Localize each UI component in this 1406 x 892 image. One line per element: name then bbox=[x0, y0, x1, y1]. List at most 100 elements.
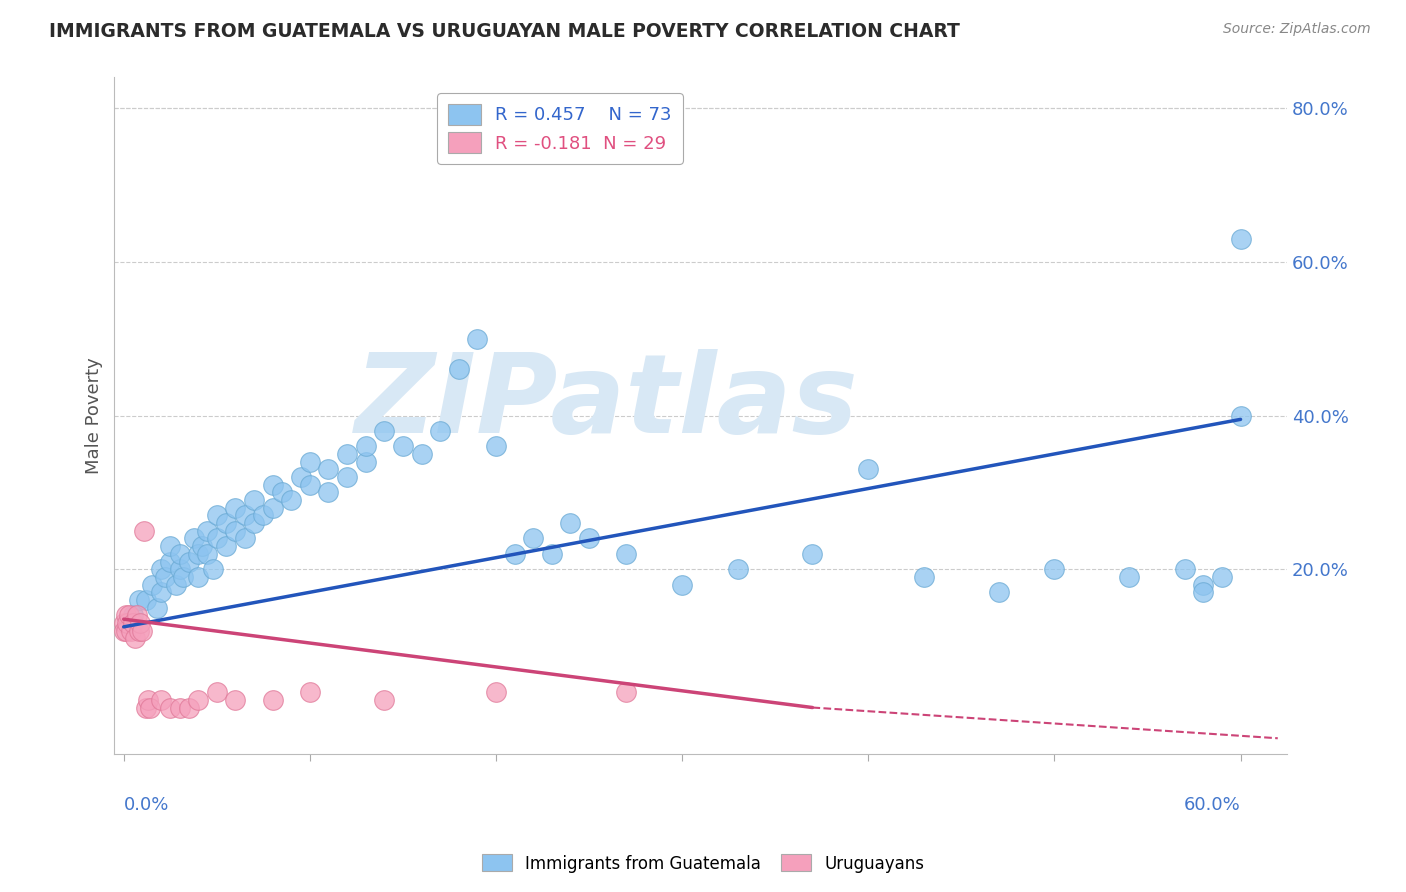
Point bbox=[159, 700, 181, 714]
Point bbox=[233, 508, 256, 523]
Point bbox=[1192, 577, 1215, 591]
Point bbox=[298, 477, 321, 491]
Point bbox=[262, 500, 284, 515]
Text: 0.0%: 0.0% bbox=[124, 796, 169, 814]
Point bbox=[485, 685, 508, 699]
Point bbox=[1229, 409, 1251, 423]
Point bbox=[134, 524, 156, 538]
Point bbox=[135, 593, 157, 607]
Point bbox=[1211, 570, 1233, 584]
Point bbox=[205, 532, 228, 546]
Point bbox=[129, 615, 152, 630]
Point bbox=[298, 455, 321, 469]
Point bbox=[128, 624, 150, 638]
Point bbox=[290, 470, 312, 484]
Point bbox=[1118, 570, 1140, 584]
Point bbox=[987, 585, 1010, 599]
Point bbox=[197, 524, 219, 538]
Point bbox=[243, 516, 266, 530]
Point bbox=[336, 470, 359, 484]
Point bbox=[447, 362, 470, 376]
Point bbox=[120, 624, 142, 638]
Point bbox=[280, 493, 302, 508]
Point bbox=[202, 562, 225, 576]
Point bbox=[252, 508, 274, 523]
Point bbox=[197, 547, 219, 561]
Point bbox=[149, 693, 172, 707]
Point bbox=[540, 547, 562, 561]
Point bbox=[224, 693, 246, 707]
Point bbox=[122, 615, 145, 630]
Point bbox=[169, 562, 191, 576]
Point bbox=[172, 570, 194, 584]
Point bbox=[146, 600, 169, 615]
Point bbox=[135, 700, 157, 714]
Point bbox=[262, 477, 284, 491]
Text: IMMIGRANTS FROM GUATEMALA VS URUGUAYAN MALE POVERTY CORRELATION CHART: IMMIGRANTS FROM GUATEMALA VS URUGUAYAN M… bbox=[49, 22, 960, 41]
Point bbox=[224, 524, 246, 538]
Point bbox=[318, 462, 340, 476]
Point bbox=[522, 532, 544, 546]
Point bbox=[112, 624, 135, 638]
Y-axis label: Male Poverty: Male Poverty bbox=[86, 357, 103, 474]
Point bbox=[131, 624, 153, 638]
Text: Source: ZipAtlas.com: Source: ZipAtlas.com bbox=[1223, 22, 1371, 37]
Point bbox=[336, 447, 359, 461]
Point bbox=[318, 485, 340, 500]
Point bbox=[128, 593, 150, 607]
Point bbox=[114, 624, 136, 638]
Point bbox=[614, 685, 637, 699]
Point bbox=[373, 693, 395, 707]
Point bbox=[112, 615, 135, 630]
Point bbox=[159, 555, 181, 569]
Point bbox=[187, 547, 209, 561]
Legend: Immigrants from Guatemala, Uruguayans: Immigrants from Guatemala, Uruguayans bbox=[475, 847, 931, 880]
Legend: R = 0.457    N = 73, R = -0.181  N = 29: R = 0.457 N = 73, R = -0.181 N = 29 bbox=[437, 94, 682, 164]
Point bbox=[122, 608, 145, 623]
Point bbox=[1174, 562, 1197, 576]
Point bbox=[114, 608, 136, 623]
Point bbox=[858, 462, 880, 476]
Point bbox=[118, 608, 141, 623]
Point bbox=[125, 608, 148, 623]
Point bbox=[149, 562, 172, 576]
Point bbox=[187, 693, 209, 707]
Point bbox=[169, 547, 191, 561]
Point bbox=[354, 455, 377, 469]
Point bbox=[429, 424, 451, 438]
Point bbox=[243, 493, 266, 508]
Text: 60.0%: 60.0% bbox=[1184, 796, 1240, 814]
Point bbox=[153, 570, 176, 584]
Point bbox=[191, 539, 214, 553]
Point bbox=[614, 547, 637, 561]
Point bbox=[165, 577, 187, 591]
Point bbox=[215, 539, 238, 553]
Point bbox=[262, 693, 284, 707]
Point bbox=[224, 500, 246, 515]
Point bbox=[205, 508, 228, 523]
Point bbox=[503, 547, 526, 561]
Point bbox=[467, 332, 489, 346]
Point bbox=[187, 570, 209, 584]
Point bbox=[411, 447, 433, 461]
Point bbox=[1043, 562, 1066, 576]
Point bbox=[139, 700, 162, 714]
Point bbox=[169, 700, 191, 714]
Point bbox=[117, 615, 139, 630]
Point bbox=[727, 562, 749, 576]
Point bbox=[578, 532, 600, 546]
Point bbox=[912, 570, 935, 584]
Point bbox=[271, 485, 294, 500]
Point bbox=[485, 439, 508, 453]
Point bbox=[124, 632, 146, 646]
Point bbox=[149, 585, 172, 599]
Point bbox=[205, 685, 228, 699]
Point bbox=[373, 424, 395, 438]
Point bbox=[392, 439, 415, 453]
Point bbox=[298, 685, 321, 699]
Point bbox=[136, 693, 159, 707]
Point bbox=[560, 516, 582, 530]
Point bbox=[159, 539, 181, 553]
Point bbox=[354, 439, 377, 453]
Point bbox=[233, 532, 256, 546]
